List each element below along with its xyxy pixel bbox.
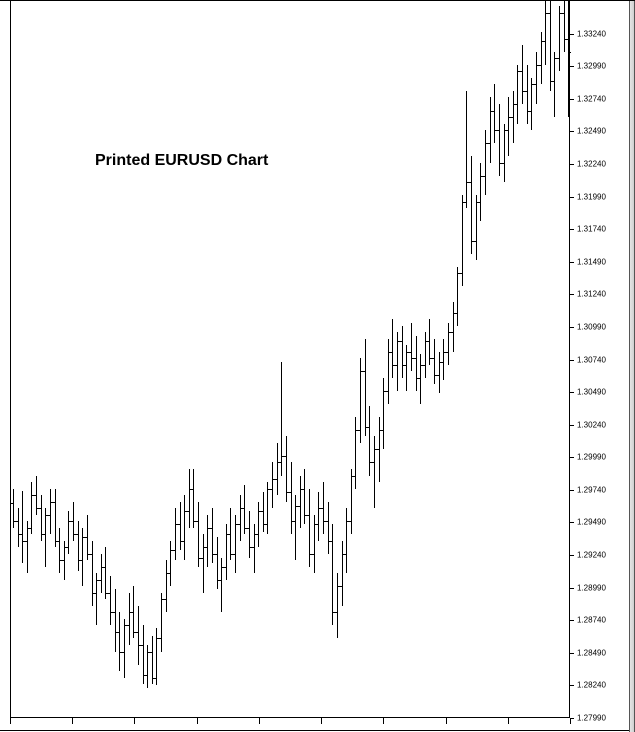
y-axis-tick [570,685,574,686]
x-axis-tick [446,718,447,724]
y-axis-tick [570,197,574,198]
y-axis-label: 1.28740 [577,616,606,625]
y-axis-label: 1.33240 [577,29,606,38]
y-axis-tick [570,327,574,328]
y-axis-label: 1.32490 [577,127,606,136]
x-axis-tick [134,718,135,724]
y-axis-tick [570,99,574,100]
x-axis-tick [72,718,73,724]
x-axis-tick [259,718,260,724]
x-axis-tick [10,718,11,724]
y-axis-tick [570,131,574,132]
x-axis-tick [197,718,198,724]
y-axis-label: 1.32740 [577,94,606,103]
y-axis-label: 1.29740 [577,485,606,494]
chart-title: Printed EURUSD Chart [95,152,268,170]
y-axis-label: 1.29240 [577,551,606,560]
y-axis-tick [570,425,574,426]
y-axis-tick [570,229,574,230]
y-axis-tick [570,620,574,621]
y-axis-tick [570,522,574,523]
y-axis-label: 1.30740 [577,355,606,364]
chart-plot-area[interactable] [10,1,570,718]
y-axis-label: 1.29990 [577,453,606,462]
y-axis-label: 1.31740 [577,225,606,234]
y-axis-label: 1.31240 [577,290,606,299]
y-axis-label: 1.29490 [577,518,606,527]
y-axis-label: 1.32990 [577,62,606,71]
y-axis-tick [570,457,574,458]
y-axis-label: 1.27990 [577,714,606,723]
y-axis-tick [570,66,574,67]
y-axis-label: 1.30490 [577,388,606,397]
window-right-edge [629,1,635,732]
y-axis-tick [570,588,574,589]
x-axis-tick [508,718,509,724]
x-axis-tick [321,718,322,724]
y-axis-label: 1.31990 [577,192,606,201]
y-axis-label: 1.28990 [577,583,606,592]
y-axis-label: 1.30240 [577,420,606,429]
x-axis-tick [383,718,384,724]
chart-frame: Printed EURUSD Chart 1.27990 1.28240 1.284… [0,0,635,731]
y-axis-tick [570,262,574,263]
y-axis-tick [570,164,574,165]
y-axis-tick [570,653,574,654]
y-axis-tick [570,34,574,35]
x-axis-tick [570,718,571,724]
y-axis-tick [570,360,574,361]
y-axis-tick [570,555,574,556]
y-axis-label: 1.30990 [577,322,606,331]
y-axis-tick [570,392,574,393]
y-axis-label: 1.31490 [577,257,606,266]
y-axis-tick [570,490,574,491]
y-axis-label: 1.32240 [577,159,606,168]
y-axis-label: 1.28240 [577,681,606,690]
y-axis-label: 1.28490 [577,648,606,657]
y-axis-tick [570,294,574,295]
